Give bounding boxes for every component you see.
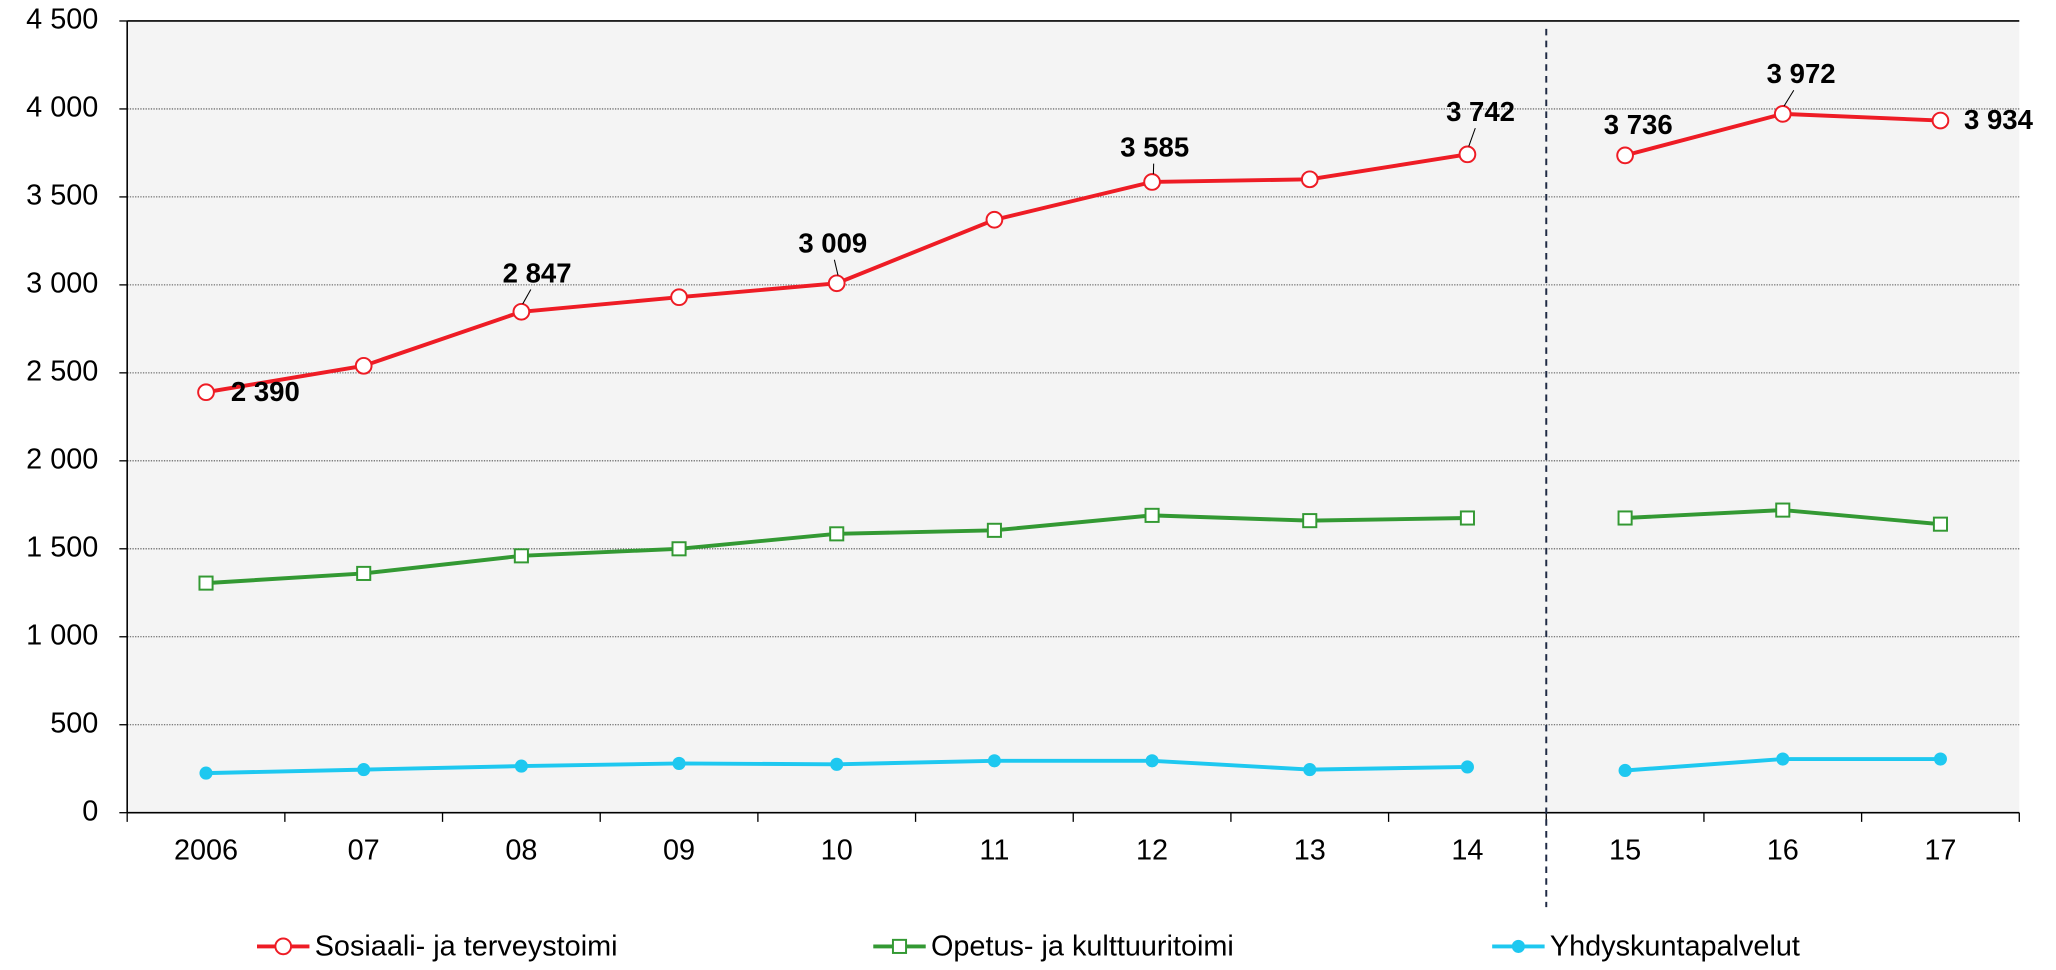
point: [1618, 763, 1632, 778]
point: [986, 522, 1002, 538]
x-tick-label: 16: [1767, 835, 1799, 867]
x-tick-label: 2006: [174, 835, 238, 867]
point: [1303, 763, 1317, 777]
y-tick-label: 500: [50, 707, 98, 739]
point: [1302, 513, 1318, 529]
x-tick-label: 08: [505, 835, 537, 867]
point: [514, 759, 528, 773]
data-label: 2 390: [231, 376, 300, 407]
legend-label: Sosiaali- ja terveystoimi: [315, 930, 618, 962]
point: [354, 356, 373, 375]
point: [1773, 105, 1792, 123]
leader-line: [1783, 89, 1795, 107]
y-tick-label: 3 000: [26, 268, 98, 300]
leader-line: [522, 289, 532, 305]
plot-area: [127, 20, 2020, 813]
y-tick-label: 0: [82, 795, 98, 827]
point: [830, 757, 844, 771]
x-tick-label: 07: [348, 835, 380, 867]
point: [1144, 507, 1160, 523]
point: [1932, 516, 1948, 532]
point: [1617, 510, 1633, 526]
point: [1616, 146, 1634, 165]
x-tick-label: 11: [979, 835, 1009, 867]
y-tick-label: 1 000: [26, 619, 98, 651]
point: [1143, 173, 1161, 191]
data-label: 3 585: [1120, 131, 1189, 162]
y-tick-label: 2 500: [26, 355, 98, 387]
x-tick-label: 13: [1294, 835, 1326, 867]
point: [356, 565, 372, 581]
data-label: 3 736: [1604, 109, 1673, 140]
point: [1300, 170, 1319, 189]
data-label: 3 972: [1767, 58, 1836, 89]
x-tick-label: 14: [1451, 835, 1483, 867]
point: [827, 274, 846, 293]
y-tick-label: 4 500: [26, 4, 98, 36]
point: [985, 210, 1004, 229]
point: [672, 756, 686, 770]
legend-label: Opetus- ja kulttuuritoimi: [931, 930, 1234, 962]
point: [1458, 145, 1477, 164]
point: [671, 541, 687, 557]
y-tick-label: 4 000: [26, 92, 98, 124]
data-label: 3 742: [1446, 96, 1515, 127]
x-tick-label: 15: [1609, 835, 1641, 867]
legend-marker: [274, 937, 293, 956]
point: [1460, 760, 1474, 774]
point: [357, 763, 371, 777]
legend-marker: [1511, 939, 1525, 953]
point: [1145, 754, 1159, 768]
point: [1931, 111, 1950, 130]
legend-label: Yhdyskuntapalvelut: [1550, 930, 1800, 962]
point: [829, 526, 845, 542]
x-tick-label: 09: [663, 835, 695, 867]
legend-marker: [891, 938, 908, 954]
data-label: 3 934: [1964, 104, 2034, 135]
leader-line: [1468, 127, 1476, 147]
point: [199, 766, 213, 780]
data-label: 3 009: [798, 228, 867, 259]
point: [987, 754, 1001, 768]
x-tick-label: 17: [1924, 835, 1956, 867]
point: [513, 548, 529, 564]
y-tick-label: 2 000: [26, 443, 98, 475]
point: [1459, 510, 1475, 526]
point: [512, 302, 531, 321]
point: [670, 288, 688, 307]
x-tick-label: 12: [1136, 835, 1168, 867]
y-tick-label: 3 500: [26, 180, 98, 212]
y-tick-label: 1 500: [26, 531, 98, 563]
leader-line: [833, 259, 839, 276]
point: [197, 383, 215, 402]
point: [1933, 752, 1948, 766]
point: [1776, 752, 1790, 766]
point: [1775, 502, 1791, 518]
data-label: 2 847: [503, 257, 572, 288]
x-tick-label: 10: [821, 835, 853, 867]
point: [198, 575, 214, 591]
